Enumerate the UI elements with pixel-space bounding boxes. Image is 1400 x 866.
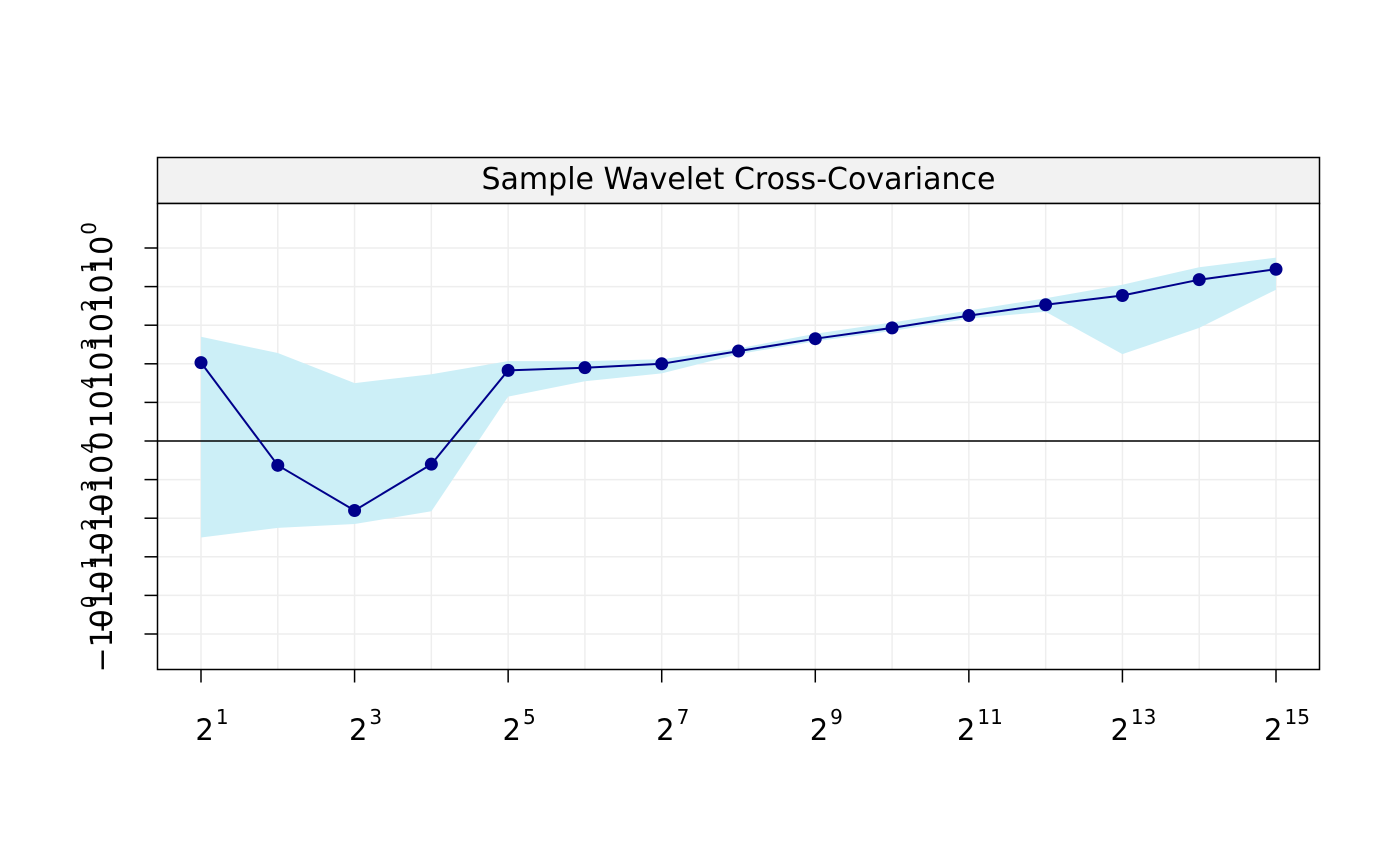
x-tick-label-base: 2 bbox=[957, 713, 975, 747]
chart-title: Sample Wavelet Cross-Covariance bbox=[482, 162, 996, 197]
x-tick-label-exponent: 11 bbox=[977, 705, 1002, 729]
x-tick-label-base: 2 bbox=[503, 713, 521, 747]
y-tick-label: 0 bbox=[85, 431, 120, 450]
x-tick-label-base: 2 bbox=[810, 713, 828, 747]
y-tick-label-base: 10 bbox=[85, 390, 120, 428]
strip-header bbox=[156, 156, 1321, 205]
x-tick-label-exponent: 1 bbox=[216, 705, 229, 729]
data-point bbox=[732, 344, 745, 358]
y-tick-label-exponent: 1 bbox=[77, 557, 101, 570]
x-tick-label-base: 2 bbox=[1110, 713, 1128, 747]
y-tick-label-exponent: 4 bbox=[77, 441, 101, 454]
y-tick-label: 100 bbox=[77, 222, 120, 274]
y-tick-label: 103 bbox=[77, 338, 120, 390]
y-tick-label: −103 bbox=[77, 480, 120, 557]
y-tick-label-base: 0 bbox=[85, 431, 120, 450]
data-point bbox=[655, 357, 669, 371]
data-point bbox=[348, 503, 362, 517]
x-tick-label-exponent: 15 bbox=[1285, 705, 1310, 729]
data-point bbox=[1269, 262, 1283, 276]
y-tick-label: −104 bbox=[77, 441, 120, 518]
data-point bbox=[808, 332, 822, 346]
x-tick-label-exponent: 13 bbox=[1131, 705, 1156, 729]
y-tick-label-base: −10 bbox=[85, 609, 120, 672]
data-point bbox=[194, 356, 208, 370]
x-tick-label: 2 11 bbox=[957, 705, 1003, 747]
y-tick-label: 101 bbox=[77, 261, 120, 313]
y-tick-label-base: −10 bbox=[85, 493, 120, 556]
x-tick-label-exponent: 9 bbox=[830, 705, 843, 729]
x-tick-label: 2 13 bbox=[1110, 705, 1156, 747]
x-tick-label-exponent: 5 bbox=[523, 705, 536, 729]
y-tick-label: 104 bbox=[77, 376, 120, 428]
data-point bbox=[578, 361, 592, 375]
data-point bbox=[1115, 288, 1129, 302]
data-point bbox=[962, 309, 976, 323]
y-tick-label-exponent: 2 bbox=[77, 299, 101, 312]
data-point bbox=[424, 457, 438, 471]
y-tick-label-base: −10 bbox=[85, 532, 120, 595]
x-tick-label-base: 2 bbox=[656, 713, 674, 747]
data-point bbox=[501, 363, 515, 377]
y-tick-label-base: 10 bbox=[85, 236, 120, 274]
y-tick-label-exponent: 2 bbox=[77, 518, 101, 531]
data-point bbox=[1192, 273, 1206, 287]
x-tick-label: 2 15 bbox=[1264, 705, 1310, 747]
y-tick-label-base: 10 bbox=[85, 313, 120, 351]
y-tick-label-base: −10 bbox=[85, 571, 120, 634]
cross-covariance-series bbox=[194, 262, 1283, 517]
plot-border bbox=[156, 202, 1321, 671]
x-tick-label-base: 2 bbox=[195, 713, 213, 747]
y-tick-label-base: 10 bbox=[85, 274, 120, 312]
x-tick-label-base: 2 bbox=[1264, 713, 1282, 747]
y-tick-label-exponent: 4 bbox=[77, 376, 101, 389]
y-tick-label-exponent: 1 bbox=[77, 261, 101, 274]
y-tick-label-exponent: 3 bbox=[77, 338, 101, 351]
y-tick-label: −100 bbox=[77, 595, 120, 672]
x-axis: 2 1 2 3 2 5 2 7 2 9 2 11 2 13 2 15 bbox=[195, 669, 1310, 747]
y-tick-label-base: 10 bbox=[85, 352, 120, 390]
x-tick-label-base: 2 bbox=[349, 713, 367, 747]
y-tick-label-exponent: 3 bbox=[77, 480, 101, 493]
y-tick-label-exponent: 0 bbox=[77, 222, 101, 235]
grid-lines bbox=[157, 203, 1320, 670]
y-tick-label: 102 bbox=[77, 299, 120, 351]
x-tick-label-exponent: 3 bbox=[369, 705, 382, 729]
y-tick-label-base: −10 bbox=[85, 455, 120, 518]
y-tick-label-exponent: 0 bbox=[77, 595, 101, 608]
y-tick-label: −101 bbox=[77, 557, 120, 634]
x-tick-label-exponent: 7 bbox=[677, 705, 690, 729]
data-point bbox=[885, 321, 899, 335]
y-tick-label: −102 bbox=[77, 518, 120, 595]
data-point bbox=[1039, 298, 1053, 312]
data-point bbox=[271, 458, 285, 472]
